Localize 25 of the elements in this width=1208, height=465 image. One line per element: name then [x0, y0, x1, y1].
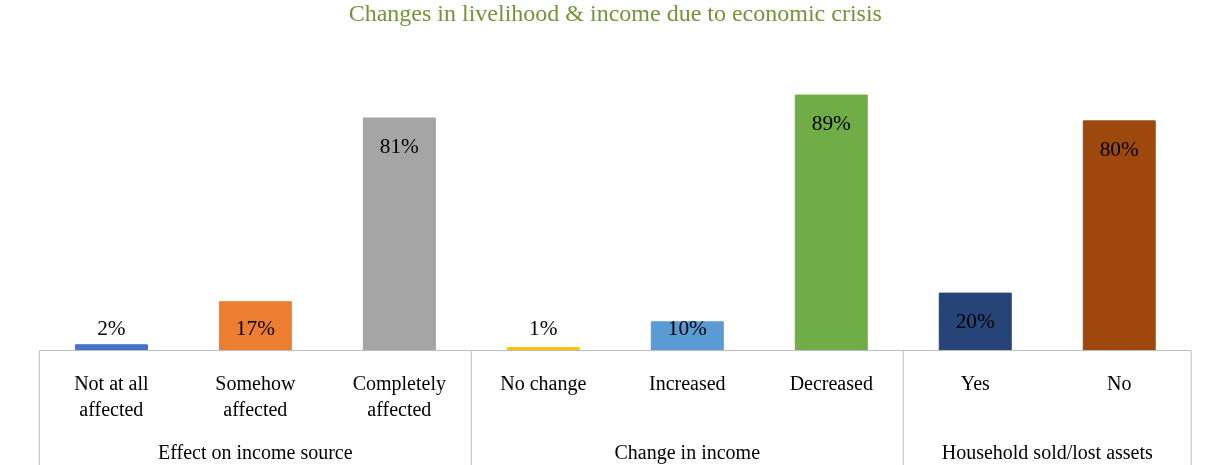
- chart-title: Changes in livelihood & income due to economic crisis: [348, 0, 882, 27]
- x-tick-label: Decreased: [789, 372, 873, 395]
- text: Change in income: [614, 441, 761, 465]
- bar: [362, 117, 436, 352]
- bar: [1082, 120, 1156, 352]
- data-label: 89%: [811, 111, 852, 136]
- bar: [938, 292, 1012, 352]
- x-tick-label: Increased: [648, 372, 726, 395]
- x-tick-label: No: [1107, 372, 1132, 395]
- x-tick-label: Not at all affected: [74, 372, 150, 420]
- data-label: 17%: [235, 315, 276, 340]
- data-label: 80%: [1099, 136, 1140, 161]
- data-label: 2%: [97, 315, 126, 340]
- x-tick-label: Completely affected: [352, 372, 446, 420]
- data-label: 1%: [529, 315, 558, 340]
- data-label: 81%: [379, 134, 420, 159]
- text: Effect on income source: [158, 441, 353, 464]
- bar: [218, 301, 292, 352]
- x-tick-label: Somehow affected: [215, 372, 296, 420]
- text: Household sold/lost assets: [941, 441, 1154, 464]
- bar: [794, 94, 868, 352]
- x-tick-label: No change: [500, 372, 587, 396]
- data-label: 20%: [955, 309, 996, 334]
- x-tick-label: Yes: [960, 372, 991, 395]
- data-label: 10%: [667, 315, 708, 340]
